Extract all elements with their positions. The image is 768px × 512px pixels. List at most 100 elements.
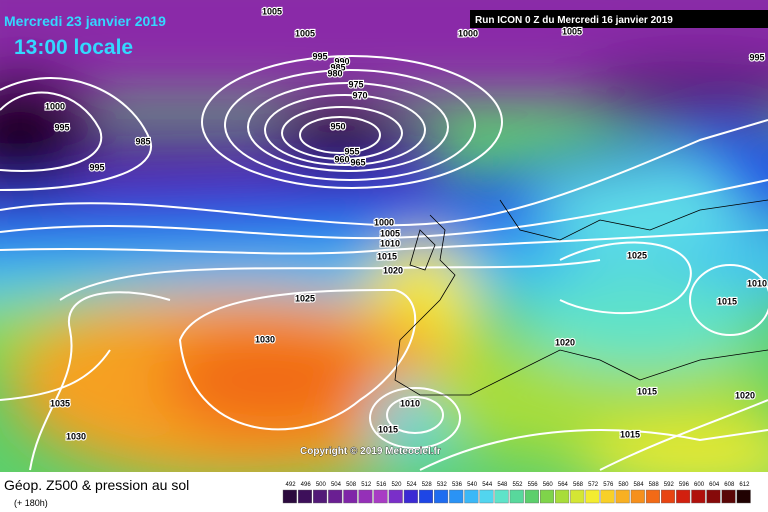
scale-label: 576 [603,482,614,488]
color-swatch [691,489,706,504]
scale-label: 600 [694,482,705,488]
scale-label: 492 [286,482,297,488]
scale-label: 516 [376,482,387,488]
isobar-label: 975 [348,79,363,89]
scale-label: 564 [558,482,569,488]
isobar-label: 1030 [255,334,275,344]
isobar-label: 1000 [45,101,65,111]
scale-label: 584 [634,482,645,488]
scale-label: 604 [709,482,720,488]
color-swatch [645,489,660,504]
isobar-label: 980 [327,68,342,78]
color-swatch [570,489,585,504]
color-swatch [494,489,509,504]
isobar-label: 1005 [262,6,282,16]
color-swatch [600,489,615,504]
color-swatch [676,489,691,504]
legend-subtitle: (+ 180h) [14,498,48,508]
isobar-label: 1020 [555,337,575,347]
scale-label: 540 [467,482,478,488]
isobar-label: 1015 [378,424,398,434]
scale-label: 572 [588,482,599,488]
scale-label: 612 [739,482,750,488]
scale-label: 512 [361,482,372,488]
isobar-label: 985 [330,62,345,72]
isobar-label: 965 [350,157,365,167]
scale-label: 548 [497,482,508,488]
color-swatch [555,489,570,504]
isobar-label: 960 [334,154,349,164]
color-swatch [479,489,494,504]
isobar-label: 1020 [735,390,755,400]
isobar-label: 1000 [458,28,478,38]
scale-label: 596 [679,482,690,488]
date: Mercredi 23 janvier 2019 [4,13,166,29]
color-swatch [328,489,343,504]
copyright: Copyright © 2019 Meteociel.fr [300,446,441,457]
color-swatch [449,489,464,504]
isobar-label: 1015 [717,296,737,306]
isobar-label: 1015 [620,429,640,439]
scale-label: 508 [346,482,357,488]
scale-label: 588 [649,482,660,488]
scale-label: 556 [528,482,539,488]
color-swatch [661,489,676,504]
isobar-label: 970 [352,90,367,100]
scale-label: 524 [407,482,418,488]
color-swatch [388,489,403,504]
scale-label: 500 [316,482,327,488]
isobar-label: 1010 [400,398,420,408]
color-swatch [403,489,418,504]
run-info: Run ICON 0 Z du Mercredi 16 janvier 2019 [475,15,673,26]
scale-label: 560 [543,482,554,488]
scale-label: 580 [618,482,629,488]
isobar-label: 955 [344,146,359,156]
color-swatch [313,489,328,504]
isobar-label: 1015 [377,251,397,261]
scale-label: 544 [482,482,493,488]
isobar-label: 950 [330,121,345,131]
run-box [470,10,768,28]
isobar-label: 995 [749,52,764,62]
color-swatch [539,489,555,504]
isobar-label: 1020 [383,265,403,275]
color-swatch [615,489,630,504]
isobar-label: 1025 [627,250,647,260]
isobar-label: 1015 [637,386,657,396]
scale-label: 496 [301,482,312,488]
time: 13:00 locale [14,36,133,59]
color-swatch [585,489,600,504]
legend-title: Géop. Z500 & pression au sol [4,477,189,493]
color-swatch [297,489,312,504]
color-swatch [509,489,524,504]
scale-label: 504 [331,482,342,488]
isobar-label: 1005 [380,228,400,238]
isobar-label: 1030 [66,431,86,441]
color-swatch [373,489,388,504]
isobar-label: 995 [312,51,327,61]
isobar-label: 1035 [50,398,70,408]
isobar-label: 1025 [295,293,315,303]
color-swatch [434,489,449,504]
color-swatch [343,489,358,504]
scale-label: 552 [512,482,523,488]
isobar-label: 995 [54,122,69,132]
scale-label: 520 [391,482,402,488]
color-swatch [706,489,721,504]
isobar-label: 995 [89,162,104,172]
isobar-label: 1010 [380,238,400,248]
scale-label: 592 [664,482,675,488]
scale-label: 528 [422,482,433,488]
isobar-label: 990 [334,56,349,66]
isobar-label: 1000 [374,217,394,227]
scale-label: 536 [452,482,463,488]
isobar-label: 985 [135,136,150,146]
color-swatch [464,489,479,504]
color-swatch [524,489,539,504]
isobar-label: 1005 [562,26,582,36]
isobar-label: 1010 [747,278,767,288]
color-swatch [358,489,373,504]
scale-label: 532 [437,482,448,488]
